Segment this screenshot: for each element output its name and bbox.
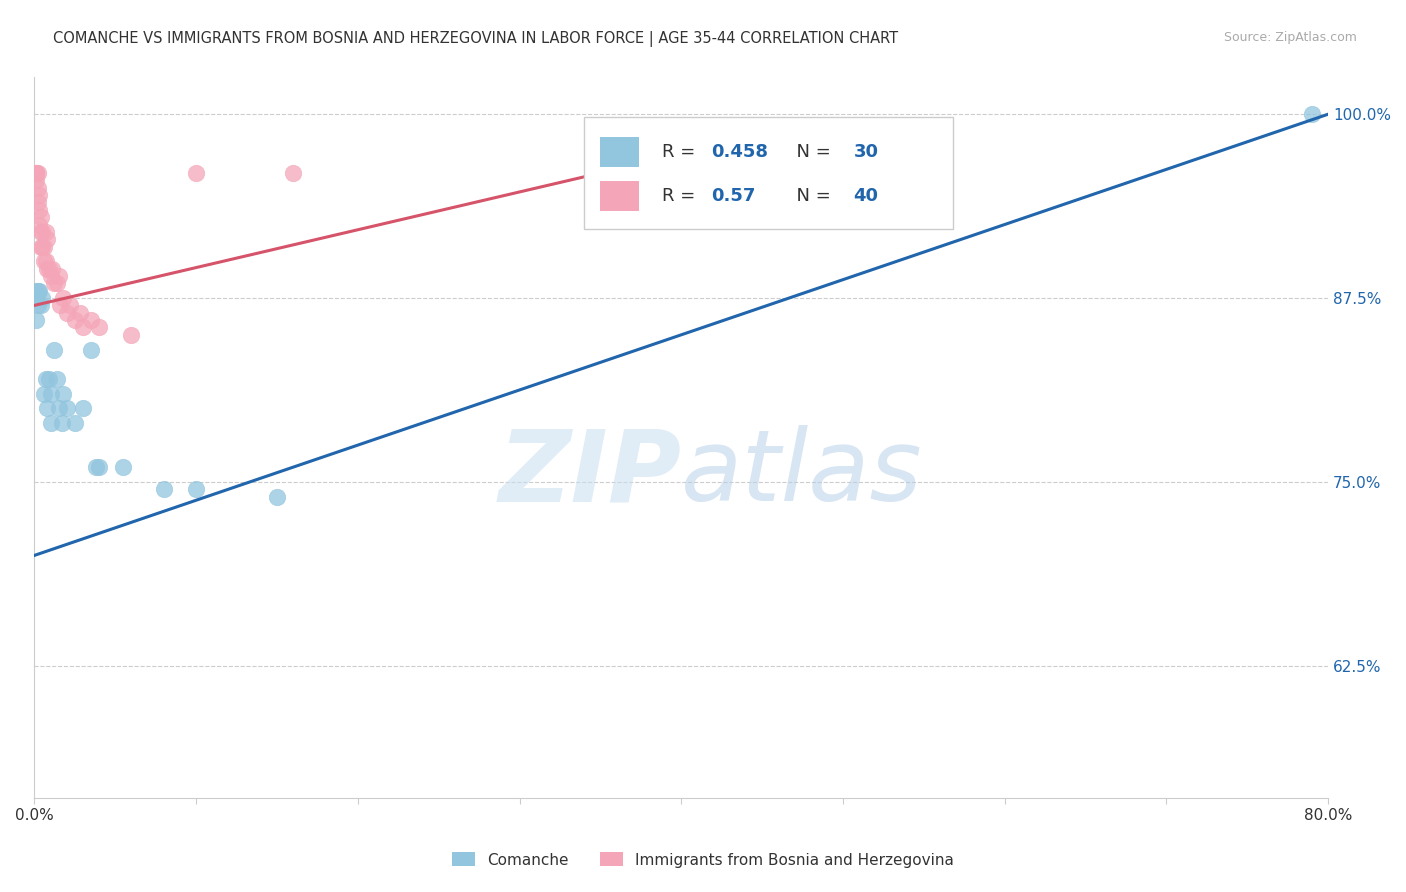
Point	[27, 195, 49, 210]
Point	[266, 490, 288, 504]
Point	[30, 239, 52, 253]
Point	[25, 291, 48, 305]
Point	[80, 343, 103, 357]
Point	[39, 268, 62, 283]
Point	[63, 416, 86, 430]
Point	[30, 298, 52, 312]
Point	[49, 298, 72, 312]
Point	[25, 166, 48, 180]
Point	[25, 284, 48, 298]
Point	[28, 188, 51, 202]
Point	[38, 372, 60, 386]
Point	[87, 460, 110, 475]
Text: N =: N =	[785, 187, 837, 205]
Point	[28, 218, 51, 232]
Point	[32, 386, 55, 401]
Point	[46, 372, 69, 386]
Point	[184, 166, 207, 180]
Legend: Comanche, Immigrants from Bosnia and Herzegovina: Comanche, Immigrants from Bosnia and Her…	[446, 847, 960, 873]
Point	[112, 460, 135, 475]
Point	[80, 313, 103, 327]
Point	[69, 306, 91, 320]
FancyBboxPatch shape	[600, 136, 638, 167]
Point	[281, 166, 304, 180]
Point	[48, 268, 70, 283]
Point	[31, 291, 53, 305]
Text: Source: ZipAtlas.com: Source: ZipAtlas.com	[1223, 31, 1357, 45]
Point	[55, 306, 77, 320]
Point	[25, 166, 48, 180]
Point	[152, 482, 174, 496]
Point	[48, 401, 70, 416]
Text: R =: R =	[662, 187, 700, 205]
Point	[25, 173, 48, 187]
Point	[37, 232, 59, 246]
Point	[31, 239, 53, 253]
Point	[27, 284, 49, 298]
Point	[32, 254, 55, 268]
Point	[28, 202, 51, 217]
Point	[39, 386, 62, 401]
Point	[184, 482, 207, 496]
Point	[52, 386, 75, 401]
Point	[52, 291, 75, 305]
Point	[27, 180, 49, 194]
Point	[32, 239, 55, 253]
Point	[38, 261, 60, 276]
Point	[46, 277, 69, 291]
Point	[84, 460, 107, 475]
Point	[35, 225, 58, 239]
Point	[72, 401, 94, 416]
Point	[30, 210, 52, 224]
Point	[51, 416, 73, 430]
Point	[30, 225, 52, 239]
Point	[35, 254, 58, 268]
FancyBboxPatch shape	[585, 117, 953, 228]
Text: N =: N =	[785, 143, 837, 161]
Point	[27, 166, 49, 180]
Text: ZIP: ZIP	[498, 425, 682, 523]
FancyBboxPatch shape	[600, 181, 638, 211]
Point	[1301, 107, 1323, 121]
Point	[37, 401, 59, 416]
Point	[25, 166, 48, 180]
Point	[59, 298, 82, 312]
Point	[63, 313, 86, 327]
Point	[35, 372, 58, 386]
Text: 40: 40	[853, 187, 879, 205]
Point	[31, 225, 53, 239]
Text: R =: R =	[662, 143, 700, 161]
Point	[87, 320, 110, 334]
Point	[39, 416, 62, 430]
Point	[25, 166, 48, 180]
Point	[72, 320, 94, 334]
Text: 0.458: 0.458	[711, 143, 768, 161]
Point	[41, 261, 63, 276]
Text: COMANCHE VS IMMIGRANTS FROM BOSNIA AND HERZEGOVINA IN LABOR FORCE | AGE 35-44 CO: COMANCHE VS IMMIGRANTS FROM BOSNIA AND H…	[53, 31, 898, 47]
Point	[42, 343, 65, 357]
Point	[27, 298, 49, 312]
Point	[42, 277, 65, 291]
Text: 30: 30	[853, 143, 879, 161]
Point	[25, 313, 48, 327]
Point	[55, 401, 77, 416]
Text: atlas: atlas	[682, 425, 922, 523]
Point	[28, 284, 51, 298]
Point	[120, 327, 142, 342]
Text: 0.57: 0.57	[711, 187, 755, 205]
Point	[37, 261, 59, 276]
